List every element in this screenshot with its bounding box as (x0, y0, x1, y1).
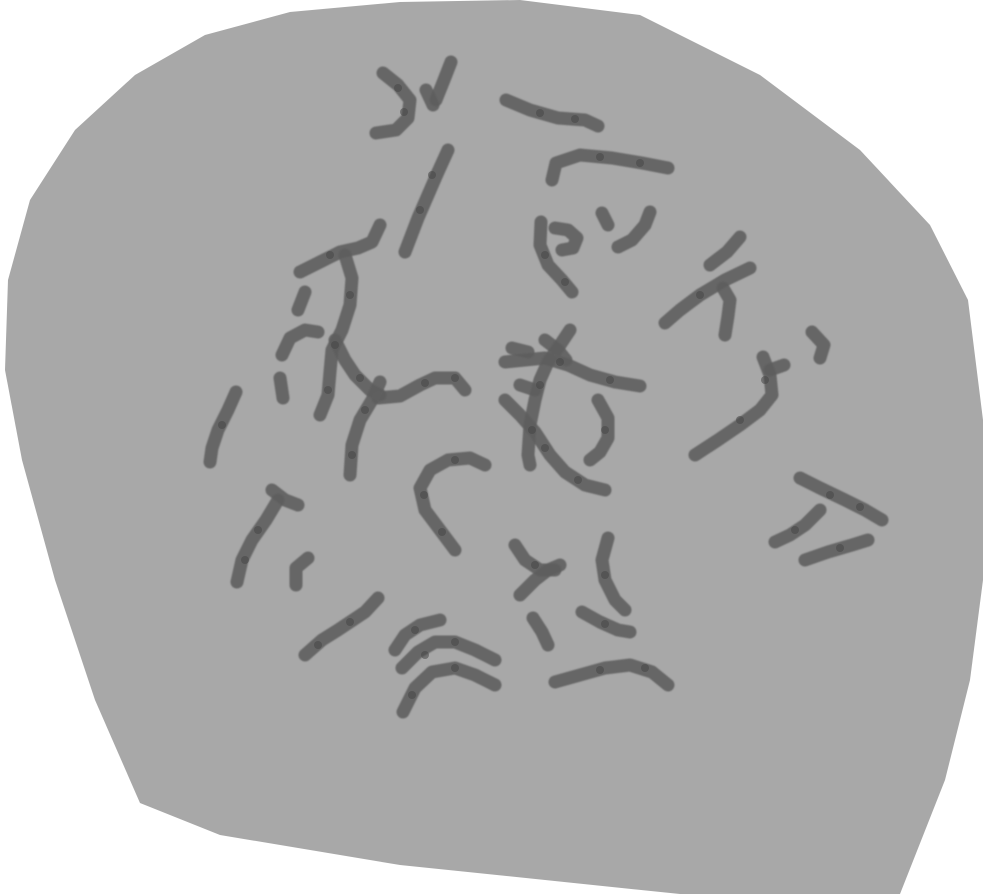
chromosome-group (203, 55, 889, 719)
chromosome (395, 635, 502, 675)
chromosome (265, 483, 305, 512)
chromosome (273, 371, 290, 405)
chromosome (575, 605, 637, 639)
chromosome (716, 281, 737, 342)
chromosome (413, 451, 492, 557)
cell-area (5, 0, 983, 894)
chromosome (805, 325, 831, 365)
chromosome (545, 148, 675, 187)
chromosome (763, 358, 791, 377)
chromosome (513, 378, 542, 397)
chromosome (526, 611, 555, 652)
chromosome (583, 393, 615, 467)
chromosome (538, 333, 573, 367)
chromosome (291, 285, 312, 317)
chromosome (548, 221, 584, 257)
chromosome (230, 493, 285, 589)
chromosome (595, 206, 615, 232)
chromosome (595, 531, 632, 617)
chromosome (499, 93, 605, 133)
chromosome (611, 205, 657, 254)
chromosome (369, 66, 417, 140)
chromosome (513, 558, 567, 602)
chromosome (498, 393, 612, 497)
chromosome (203, 385, 243, 469)
chromosome (505, 341, 535, 359)
chromosome (398, 143, 455, 259)
chromosome (429, 55, 458, 107)
chromosome (275, 323, 325, 362)
chromosome (289, 551, 315, 592)
chromosome (793, 471, 889, 527)
chromosome (548, 658, 675, 692)
chromosome (703, 230, 747, 272)
chromosome (419, 83, 440, 112)
chromosome-bands (218, 84, 864, 699)
